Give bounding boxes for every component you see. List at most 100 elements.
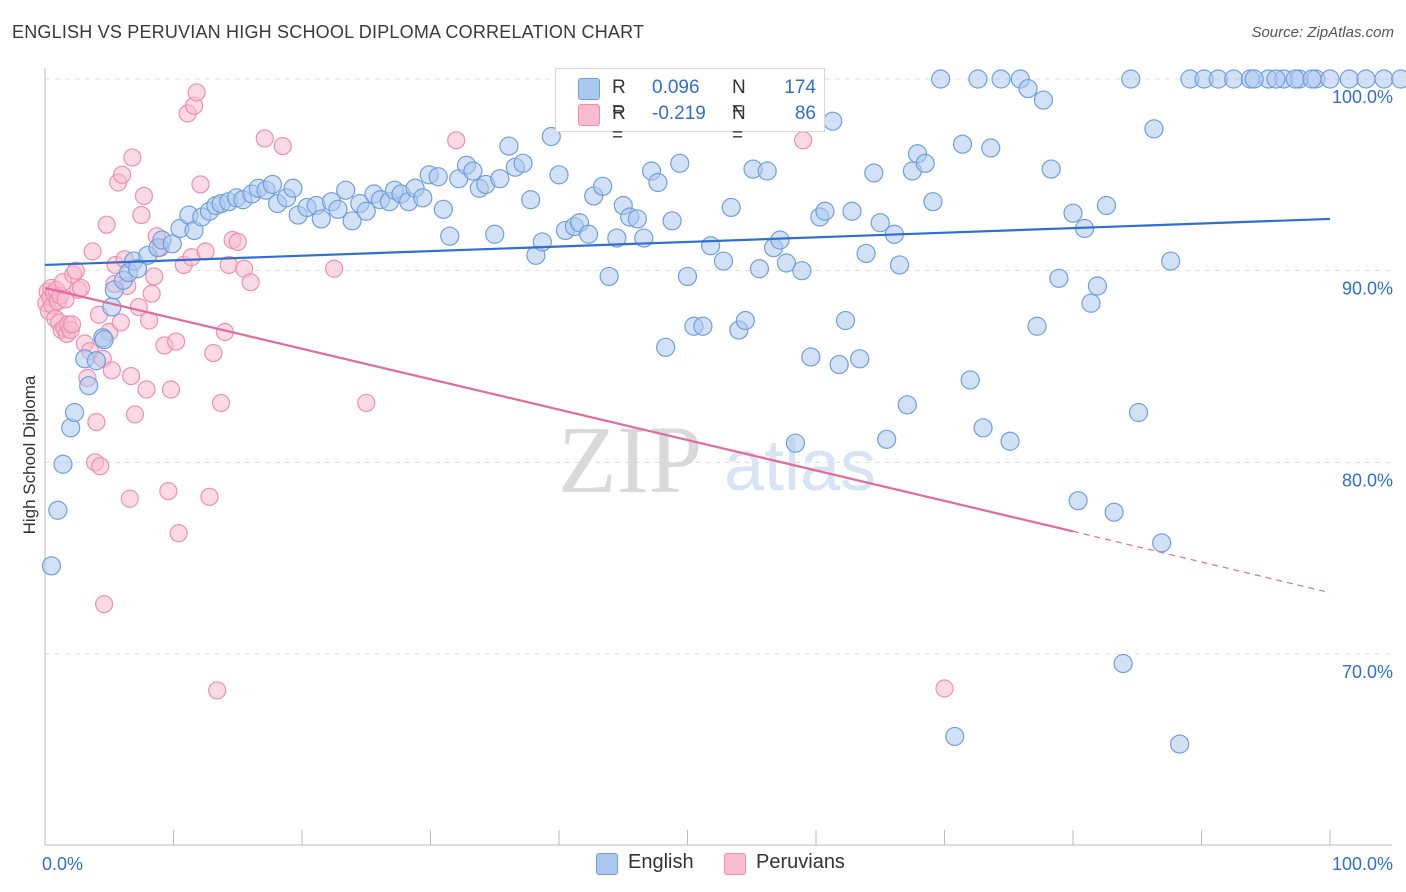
data-point [166,332,186,351]
data-point [1121,69,1141,89]
data-point [1320,69,1340,89]
data-point [357,393,376,413]
data-point [1170,734,1190,754]
data-point [204,343,223,363]
data-point [283,178,303,198]
data-point [721,197,741,218]
data-point [161,380,181,399]
r-value: -0.219 [652,103,706,124]
peruvians-trend-extension [1072,530,1331,594]
english-trend-line [44,217,1331,267]
data-point [521,190,541,210]
data-point [97,215,116,234]
data-point [1244,69,1264,89]
data-point [328,199,348,219]
y-tick-label: 70.0% [1342,662,1393,682]
data-point [1224,69,1244,89]
english-swatch [578,78,600,100]
data-point [1152,533,1172,553]
data-point [578,224,599,244]
legend-label-peruvians: Peruvians [756,851,845,873]
data-point [53,454,73,474]
data-point [79,376,99,396]
data-point [325,259,344,278]
data-point [1113,653,1133,674]
data-point [656,337,676,357]
legend-label-english: English [628,851,694,873]
data-point [83,242,102,261]
data-point [123,148,142,167]
r-label: R = [612,77,626,120]
data-point [433,199,453,219]
data-point [62,315,82,334]
trend-lines [44,217,1331,594]
data-point [1374,69,1394,89]
data-point [200,487,219,506]
data-point [794,131,813,150]
data-point [1027,316,1047,336]
data-point [336,180,356,200]
data-point [71,278,91,298]
y-axis-title: High School Diploma [20,375,39,534]
data-point [1087,276,1108,296]
data-point [64,402,85,423]
data-point [121,366,141,386]
data-point [120,489,139,508]
data-point [693,316,713,336]
data-point [1018,78,1038,99]
data-point [125,405,145,424]
data-point [952,134,973,154]
data-point [485,224,505,244]
stats-legend: R = 0.096 N = 174 R = -0.219 N = 86 [555,68,825,146]
data-point [463,161,483,181]
peruvians-swatch [578,104,600,126]
data-point [864,163,884,183]
data-point [785,433,806,453]
data-point [923,192,943,212]
data-point [677,266,698,287]
data-point [713,251,734,271]
data-point [191,175,210,194]
data-point [211,393,231,413]
data-point [428,167,448,187]
data-point [499,136,519,156]
data-point [856,243,876,264]
data-point [973,418,993,438]
data-point [701,236,721,256]
data-point [662,211,682,231]
data-point [1104,502,1124,522]
data-point [91,457,110,476]
data-point [142,284,161,303]
data-point [356,201,376,221]
data-point [829,354,849,375]
n-label: N = [732,103,746,146]
data-point [823,111,843,131]
data-point [801,347,821,367]
data-point [311,209,331,229]
data-point [1161,251,1181,271]
data-point [208,681,227,700]
data-point [1128,402,1149,423]
data-point [1063,203,1083,223]
data-point [850,349,870,369]
data-point [627,209,647,229]
source-label: Source: ZipAtlas.com [1251,24,1394,41]
watermark: ZIP atlas [558,406,876,513]
data-point [440,226,460,246]
data-point [960,370,980,390]
tick-labels: 100.0% 90.0% 80.0% 70.0% 0.0% 100.0% [42,87,1393,874]
data-point [835,310,856,331]
data-point [842,201,862,221]
data-point [991,69,1011,89]
data-point [490,169,510,189]
data-point [757,161,777,181]
data-point [1391,69,1406,89]
data-point [931,69,951,89]
data-point [1068,491,1088,511]
data-point [95,595,114,614]
data-point [447,131,466,150]
data-point [102,361,121,380]
data-point [770,230,790,250]
data-point [56,290,75,309]
